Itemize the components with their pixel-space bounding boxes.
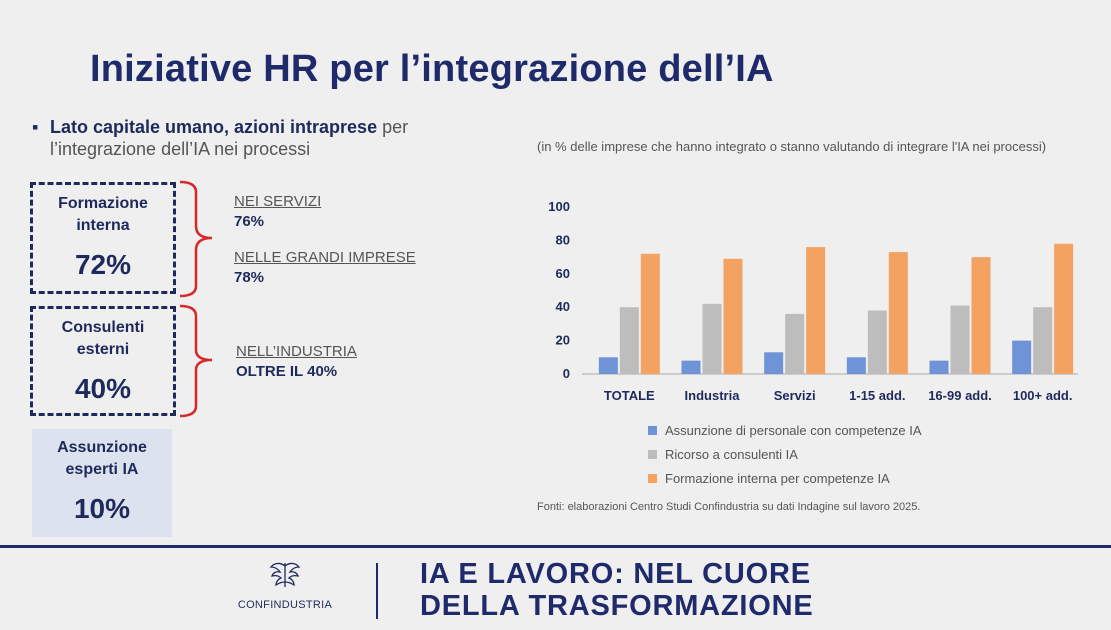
legend-label-consulenti: Ricorso a consulenti IA — [665, 446, 798, 462]
formazione-label-2: interna — [76, 217, 130, 234]
legend-swatch-formazione — [648, 473, 657, 483]
note-grandi-imprese: NELLE GRANDI IMPRESE 78% — [234, 249, 416, 286]
bar — [971, 257, 991, 374]
footer-title-line-1: IA E LAVORO: NEL CUORE — [420, 558, 811, 590]
note-grandi-value: 78% — [234, 269, 265, 286]
footer-divider — [0, 545, 1111, 548]
x-tick-label: TOTALE — [604, 388, 655, 403]
bar — [1012, 340, 1032, 374]
note-servizi: NEI SERVIZI 76% — [234, 193, 321, 230]
page-title: Iniziative HR per l’integrazione dell’IA — [90, 48, 774, 90]
legend-swatch-consulenti — [648, 449, 657, 459]
consulenti-label-2: esterni — [76, 341, 130, 358]
formazione-value: 72% — [74, 249, 132, 280]
note-servizi-label: NEI SERVIZI — [234, 193, 322, 210]
consulenti-label-1: Consulenti — [61, 319, 145, 336]
formazione-box: Formazione interna 72% — [30, 182, 176, 294]
bar — [950, 305, 970, 374]
source-note: Fonti: elaborazioni Centro Studi Confind… — [537, 501, 921, 513]
eagle-emblem-icon — [269, 562, 301, 587]
y-tick-label: 20 — [556, 333, 570, 348]
bar-chart: 100 80 60 40 20 0 TOTALE Industria Servizi 1-15 a… — [548, 199, 1078, 403]
bar — [723, 258, 743, 374]
assunzione-value: 10% — [73, 493, 131, 524]
x-tick-label: 16-99 add. — [928, 388, 992, 403]
y-tick-label: 80 — [556, 232, 570, 247]
x-tick-label: 100+ add. — [1013, 388, 1073, 403]
note-industria: NELL’INDUSTRIA OLTRE IL 40% — [236, 343, 357, 380]
bullet-icon: ▪ — [32, 117, 39, 137]
footer-separator — [376, 563, 378, 619]
intro-rest: per l’integrazione dell’IA nei processi — [50, 117, 409, 159]
bar — [702, 303, 722, 374]
consulenti-value: 40% — [74, 373, 132, 404]
bar — [1054, 243, 1074, 374]
note-grandi-label: NELLE GRANDI IMPRESE — [234, 249, 416, 266]
assunzione-label-1: Assunzione — [57, 439, 147, 456]
bar — [1033, 307, 1053, 374]
bar — [598, 357, 618, 374]
brace-consulenti — [179, 304, 213, 418]
y-tick-label: 60 — [556, 266, 570, 281]
legend-label-formazione: Formazione interna per competenze IA — [665, 470, 890, 486]
bar — [785, 313, 805, 374]
assunzione-label-2: esperti IA — [65, 461, 139, 478]
brace-formazione — [179, 180, 213, 298]
bar — [640, 253, 660, 374]
x-tick-label: 1-15 add. — [849, 388, 905, 403]
footer-title-line-2: DELLA TRASFORMAZIONE — [420, 590, 814, 622]
intro-bold: Lato capitale umano, azioni intraprese — [50, 117, 378, 137]
bar — [619, 307, 639, 374]
footer-title: IA E LAVORO: NEL CUORE DELLA TRASFORMAZI… — [420, 558, 814, 622]
chart-subtitle: (in % delle imprese che hanno integrato … — [537, 139, 1047, 154]
bar — [929, 360, 949, 374]
confindustria-logo: CONFINDUSTRIA — [226, 560, 344, 611]
bar — [764, 352, 784, 374]
y-tick-label: 100 — [548, 199, 570, 214]
legend-item-assunzione: Assunzione di personale con competenze I… — [648, 418, 922, 442]
logo-name: CONFINDUSTRIA — [237, 599, 333, 611]
bar — [681, 360, 701, 374]
legend-swatch-assunzione — [648, 425, 657, 435]
legend-label-assunzione: Assunzione di personale con competenze I… — [665, 422, 922, 438]
formazione-label-1: Formazione — [58, 195, 148, 212]
note-industria-value: OLTRE IL 40% — [236, 363, 338, 380]
assunzione-box: Assunzione esperti IA 10% — [32, 429, 172, 537]
consulenti-box: Consulenti esterni 40% — [30, 306, 176, 416]
bar — [846, 357, 866, 374]
chart-legend: Assunzione di personale con competenze I… — [648, 418, 922, 490]
legend-item-formazione: Formazione interna per competenze IA — [648, 466, 922, 490]
y-tick-label: 40 — [556, 299, 570, 314]
bar — [806, 247, 826, 374]
note-servizi-value: 76% — [234, 213, 265, 230]
x-tick-label: Industria — [685, 388, 741, 403]
y-tick-label: 0 — [563, 366, 570, 381]
bar — [888, 252, 908, 374]
x-tick-label: Servizi — [774, 388, 816, 403]
note-industria-label: NELL’INDUSTRIA — [236, 343, 357, 360]
bar — [867, 310, 887, 374]
intro-text: ▪ Lato capitale umano, azioni intraprese… — [32, 116, 502, 160]
legend-item-consulenti: Ricorso a consulenti IA — [648, 442, 922, 466]
